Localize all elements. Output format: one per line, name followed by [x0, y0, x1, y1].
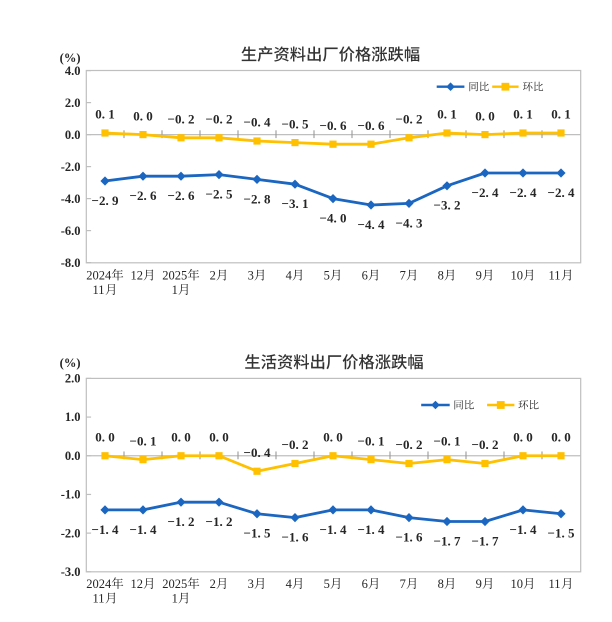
- svg-text:−0. 6: −0. 6: [320, 118, 347, 133]
- svg-text:2024: 2024: [86, 577, 112, 591]
- svg-text:2: 2: [210, 577, 216, 591]
- svg-text:0. 0: 0. 0: [95, 429, 115, 444]
- svg-text:0. 0: 0. 0: [551, 429, 571, 444]
- svg-text:5: 5: [324, 577, 330, 591]
- svg-text:0. 1: 0. 1: [513, 107, 533, 122]
- svg-text:2.0: 2.0: [65, 96, 81, 110]
- svg-text:-8.0: -8.0: [61, 256, 81, 270]
- svg-text:−2. 4: −2. 4: [548, 185, 575, 200]
- svg-text:1: 1: [172, 592, 178, 606]
- svg-text:2025: 2025: [162, 269, 187, 283]
- svg-text:4.0: 4.0: [65, 64, 81, 78]
- svg-text:10: 10: [511, 269, 524, 283]
- svg-text:−0. 2: −0. 2: [396, 437, 423, 452]
- svg-text:−2. 6: −2. 6: [130, 188, 157, 203]
- svg-text:9: 9: [476, 577, 482, 591]
- svg-text:9: 9: [476, 269, 482, 283]
- svg-text:2024: 2024: [86, 269, 112, 283]
- svg-text:−0. 4: −0. 4: [244, 445, 271, 460]
- svg-text:11: 11: [93, 283, 105, 297]
- svg-text:−2. 8: −2. 8: [244, 191, 271, 206]
- svg-text:−0. 2: −0. 2: [472, 437, 499, 452]
- svg-text:-6.0: -6.0: [61, 224, 81, 238]
- svg-text:-1.0: -1.0: [61, 488, 81, 502]
- svg-text:−3. 1: −3. 1: [282, 196, 309, 211]
- svg-text:−1. 4: −1. 4: [358, 522, 385, 537]
- svg-text:−1. 4: −1. 4: [510, 522, 537, 537]
- svg-text:8: 8: [438, 269, 444, 283]
- svg-text:−0. 1: −0. 1: [434, 433, 461, 448]
- svg-text:(%): (%): [60, 51, 81, 65]
- svg-text:8: 8: [438, 577, 444, 591]
- svg-text:−2. 9: −2. 9: [92, 193, 119, 208]
- svg-text:4: 4: [286, 269, 293, 283]
- svg-text:-3.0: -3.0: [61, 565, 81, 579]
- svg-text:0. 0: 0. 0: [513, 429, 533, 444]
- svg-text:0. 0: 0. 0: [171, 429, 191, 444]
- svg-text:3: 3: [248, 577, 254, 591]
- svg-text:−0. 5: −0. 5: [282, 116, 309, 131]
- svg-text:−1. 6: −1. 6: [282, 530, 309, 545]
- svg-text:0. 0: 0. 0: [323, 429, 343, 444]
- svg-text:0. 0: 0. 0: [475, 108, 495, 123]
- svg-text:(%): (%): [60, 356, 81, 370]
- svg-text:−3. 2: −3. 2: [434, 198, 461, 213]
- svg-text:11: 11: [549, 269, 561, 283]
- svg-text:0. 0: 0. 0: [209, 429, 229, 444]
- svg-text:10: 10: [511, 577, 524, 591]
- svg-text:−0. 2: −0. 2: [206, 112, 233, 127]
- svg-text:−4. 3: −4. 3: [396, 215, 423, 230]
- svg-text:−2. 6: −2. 6: [168, 188, 195, 203]
- svg-text:−0. 2: −0. 2: [396, 112, 423, 127]
- svg-text:3: 3: [248, 269, 254, 283]
- svg-text:−2. 4: −2. 4: [510, 185, 537, 200]
- svg-text:−1. 2: −1. 2: [206, 514, 233, 529]
- svg-text:−1. 4: −1. 4: [92, 522, 119, 537]
- svg-text:12: 12: [131, 269, 144, 283]
- svg-text:7: 7: [400, 577, 406, 591]
- svg-text:0. 0: 0. 0: [133, 108, 153, 123]
- svg-text:-4.0: -4.0: [61, 192, 81, 206]
- svg-text:−1. 7: −1. 7: [434, 533, 461, 548]
- svg-text:0. 1: 0. 1: [95, 107, 115, 122]
- svg-text:−4. 4: −4. 4: [358, 217, 385, 232]
- svg-text:2025: 2025: [162, 577, 187, 591]
- svg-text:−1. 4: −1. 4: [130, 522, 157, 537]
- svg-text:−4. 0: −4. 0: [320, 211, 347, 226]
- svg-text:−1. 5: −1. 5: [548, 526, 575, 541]
- svg-text:−1. 5: −1. 5: [244, 526, 271, 541]
- svg-text:0.0: 0.0: [65, 449, 81, 463]
- svg-text:−0. 6: −0. 6: [358, 118, 385, 133]
- svg-text:12: 12: [131, 577, 144, 591]
- svg-text:7: 7: [400, 269, 406, 283]
- svg-text:4: 4: [286, 577, 293, 591]
- svg-text:0. 1: 0. 1: [437, 107, 457, 122]
- svg-text:2: 2: [210, 269, 216, 283]
- svg-text:1: 1: [172, 283, 178, 297]
- svg-text:−2. 4: −2. 4: [472, 185, 499, 200]
- svg-text:-2.0: -2.0: [61, 160, 81, 174]
- svg-text:−0. 1: −0. 1: [358, 433, 385, 448]
- svg-text:11: 11: [549, 577, 561, 591]
- svg-text:11: 11: [93, 592, 105, 606]
- svg-text:−0. 4: −0. 4: [244, 115, 271, 130]
- svg-text:−1. 4: −1. 4: [320, 522, 347, 537]
- svg-text:−2. 5: −2. 5: [206, 187, 233, 202]
- svg-text:−0. 2: −0. 2: [282, 437, 309, 452]
- svg-text:0.0: 0.0: [65, 128, 81, 142]
- svg-text:−0. 1: −0. 1: [130, 433, 157, 448]
- svg-text:0. 1: 0. 1: [551, 107, 571, 122]
- svg-text:−1. 6: −1. 6: [396, 530, 423, 545]
- svg-text:5: 5: [324, 269, 330, 283]
- svg-text:−1. 7: −1. 7: [472, 533, 499, 548]
- svg-text:1.0: 1.0: [65, 410, 81, 424]
- svg-text:-2.0: -2.0: [61, 526, 81, 540]
- svg-text:6: 6: [362, 269, 368, 283]
- svg-text:−0. 2: −0. 2: [168, 112, 195, 127]
- svg-text:2.0: 2.0: [65, 372, 81, 386]
- svg-text:6: 6: [362, 577, 368, 591]
- svg-text:−1. 2: −1. 2: [168, 514, 195, 529]
